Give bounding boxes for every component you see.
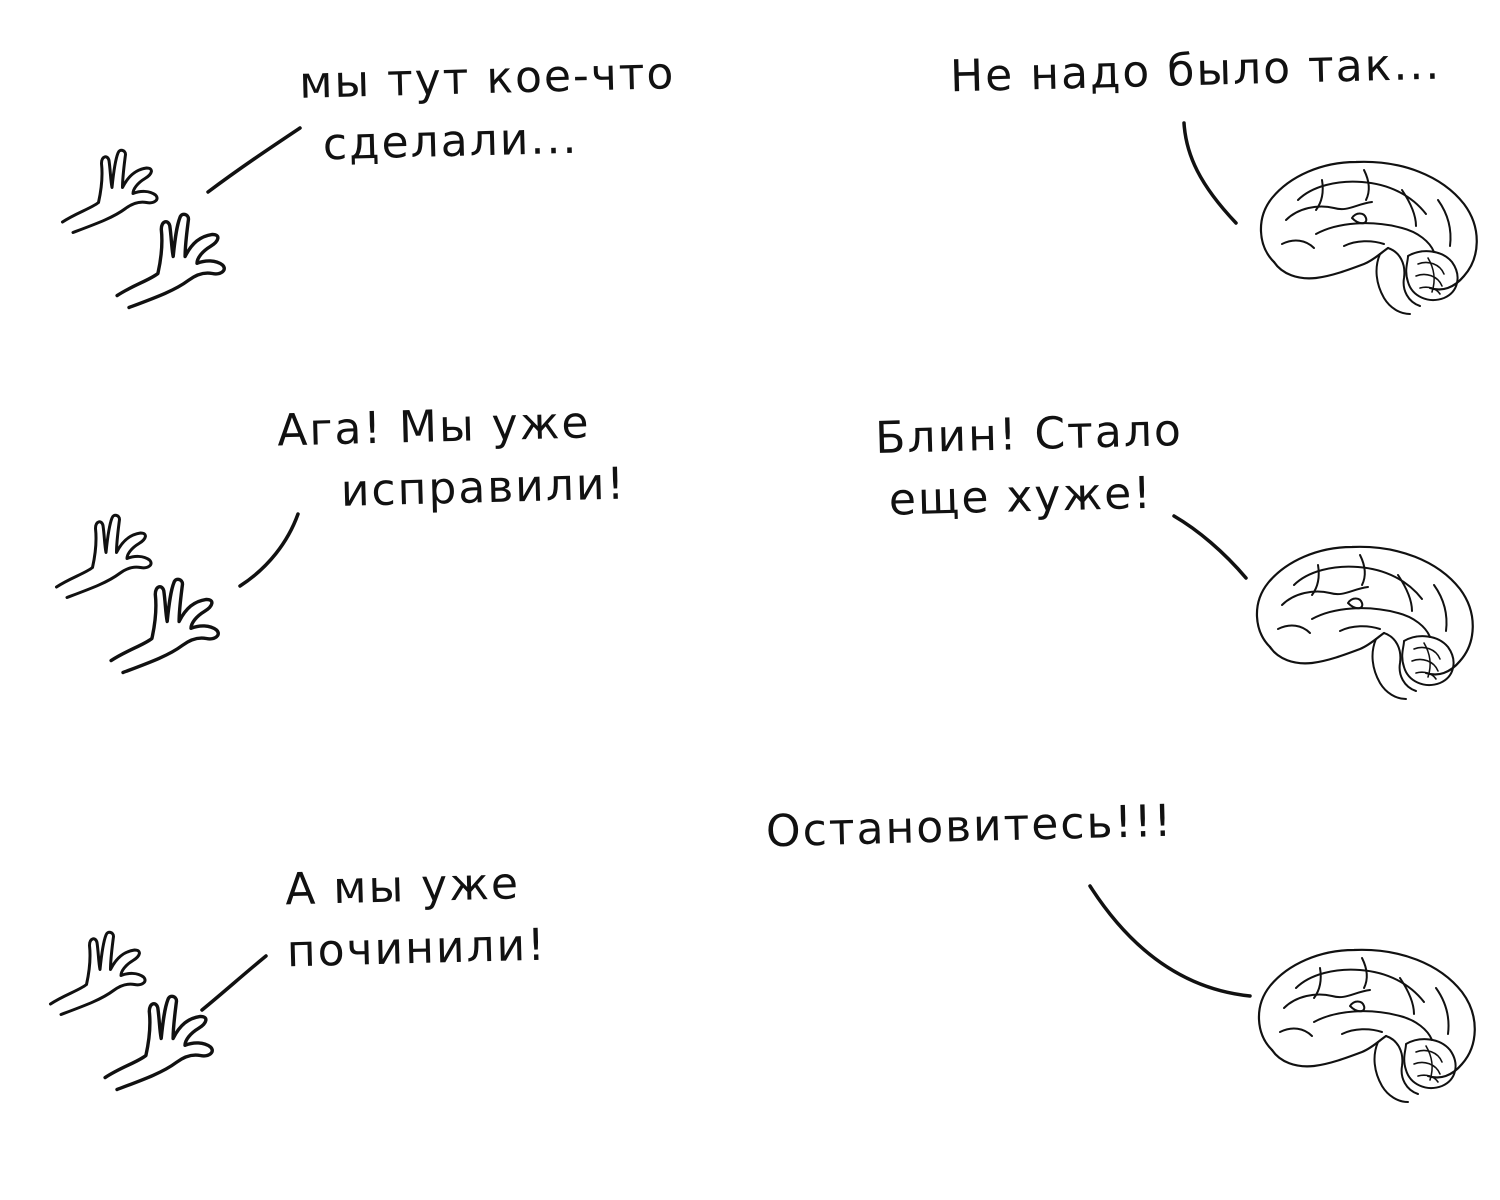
brain-icon xyxy=(1255,545,1474,701)
brain-speech: Не надо было так... xyxy=(949,34,1442,109)
speech-pointer-line xyxy=(1172,514,1248,580)
brain-illustration xyxy=(1259,160,1478,316)
brain-icon xyxy=(1259,160,1478,316)
hands-speech: Ага! Мы уже исправили! xyxy=(276,391,627,524)
speech-pointer-line xyxy=(238,512,300,588)
hands-illustration xyxy=(55,513,220,675)
speech-line: сделали... xyxy=(322,112,579,171)
brain-illustration xyxy=(1257,948,1476,1104)
brain-speech: Блин! Стало еще хуже! xyxy=(874,400,1185,532)
brain-illustration xyxy=(1255,545,1474,701)
brain-speech: Остановитесь!!! xyxy=(765,791,1174,864)
hand-icon xyxy=(61,148,159,234)
speech-line: еще хуже! xyxy=(888,467,1154,526)
speech-line: А мы уже xyxy=(284,858,521,916)
hand-icon xyxy=(115,212,226,310)
hand-icon xyxy=(109,577,220,675)
speech-pointer-line xyxy=(200,954,268,1012)
hands-speech: А мы уже починили! xyxy=(284,853,548,984)
speech-line: Блин! Стало xyxy=(874,404,1184,465)
brain-icon xyxy=(1257,948,1476,1104)
hand-icon xyxy=(55,513,153,599)
panel-3: А мы уже починили! Остановитесь!!! xyxy=(0,760,1500,1200)
speech-line: Ага! Мы уже xyxy=(276,397,592,457)
speech-pointer-line xyxy=(1088,884,1252,998)
speech-pointer-line xyxy=(206,126,302,194)
speech-line: Остановитесь!!! xyxy=(765,795,1174,858)
speech-line: Не надо было так... xyxy=(949,38,1442,103)
speech-line: исправили! xyxy=(340,458,627,517)
speech-pointer-line xyxy=(1182,121,1238,225)
panel-1: мы тут кое-что сделали... Не надо было т… xyxy=(0,0,1500,380)
hand-icon xyxy=(49,930,147,1016)
speech-line: починили! xyxy=(286,919,548,978)
panel-2: Ага! Мы уже исправили! Блин! Стало еще х… xyxy=(0,380,1500,760)
speech-line: мы тут кое-что xyxy=(298,48,676,109)
hands-speech: мы тут кое-что сделали... xyxy=(298,43,677,177)
